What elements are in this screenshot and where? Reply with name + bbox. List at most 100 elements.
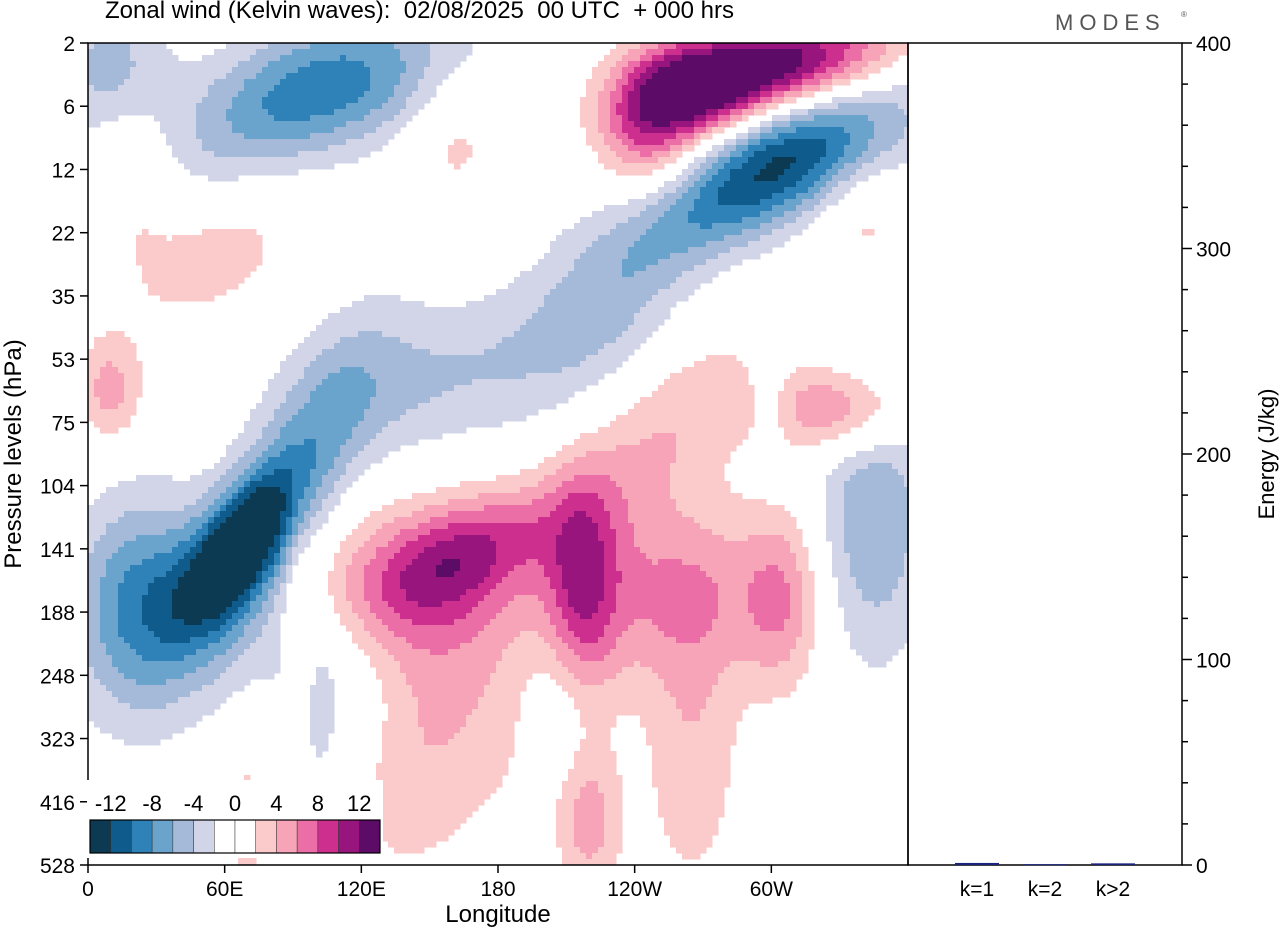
field-cell <box>406 313 413 320</box>
field-cell <box>808 109 815 116</box>
field-cell <box>190 61 197 68</box>
field-cell <box>652 421 659 428</box>
field-cell <box>796 145 803 152</box>
field-cell <box>838 139 845 146</box>
field-cell <box>364 427 371 434</box>
field-cell <box>682 295 689 302</box>
field-cell <box>700 157 707 164</box>
field-cell <box>610 103 617 110</box>
field-cell <box>676 271 683 278</box>
field-cell <box>724 49 731 56</box>
field-cell <box>592 91 599 98</box>
field-cell <box>670 157 677 164</box>
field-cell <box>154 85 161 92</box>
field-cell <box>388 319 395 326</box>
field-cell <box>598 247 605 254</box>
field-cell <box>682 139 689 146</box>
field-cell <box>592 313 599 320</box>
field-cell <box>106 61 113 68</box>
field-cell <box>394 325 401 332</box>
field-cell <box>196 277 203 284</box>
field-cell <box>586 301 593 308</box>
field-cell <box>568 277 575 284</box>
field-cell <box>160 115 167 122</box>
field-cell <box>760 247 767 254</box>
field-cell <box>256 103 263 110</box>
field-cell <box>418 367 425 374</box>
field-cell <box>778 91 785 98</box>
field-cell <box>844 121 851 128</box>
field-cell <box>88 379 95 386</box>
field-cell <box>352 157 359 164</box>
field-cell <box>460 367 467 374</box>
field-cell <box>412 325 419 332</box>
field-cell <box>454 331 461 338</box>
field-cell <box>598 91 605 98</box>
field-cell <box>574 331 581 338</box>
field-cell <box>850 145 857 152</box>
field-cell <box>784 115 791 122</box>
field-cell <box>550 241 557 248</box>
field-cell <box>424 307 431 314</box>
field-cell <box>580 337 587 344</box>
field-cell <box>214 61 221 68</box>
field-cell <box>622 67 629 74</box>
field-cell <box>646 319 653 326</box>
field-cell <box>616 301 623 308</box>
field-cell <box>106 427 113 434</box>
field-cell <box>748 97 755 104</box>
field-cell <box>592 451 599 458</box>
field-cell <box>748 211 755 218</box>
field-cell <box>184 85 191 92</box>
field-cell <box>730 439 737 446</box>
field-cell <box>106 349 113 356</box>
field-cell <box>520 337 527 344</box>
field-cell <box>628 151 635 158</box>
field-cell <box>706 241 713 248</box>
field-cell <box>136 385 143 392</box>
field-cell <box>634 157 641 164</box>
field-cell <box>754 133 761 140</box>
field-cell <box>718 43 725 50</box>
field-cell <box>334 91 341 98</box>
field-cell <box>802 133 809 140</box>
field-cell <box>634 67 641 74</box>
field-cell <box>310 373 317 380</box>
field-cell <box>316 91 323 98</box>
field-cell <box>442 55 449 62</box>
field-cell <box>460 151 467 158</box>
field-cell <box>670 445 677 452</box>
field-cell <box>118 103 125 110</box>
field-cell <box>652 283 659 290</box>
field-cell <box>598 121 605 128</box>
field-cell <box>340 133 347 140</box>
field-cell <box>832 397 839 404</box>
field-cell <box>328 325 335 332</box>
field-cell <box>262 55 269 62</box>
field-cell <box>484 409 491 416</box>
field-cell <box>658 277 665 284</box>
field-cell <box>340 73 347 80</box>
field-cell <box>820 385 827 392</box>
field-cell <box>484 379 491 386</box>
field-cell <box>328 451 335 458</box>
field-cell <box>640 139 647 146</box>
field-cell <box>292 73 299 80</box>
field-cell <box>622 253 629 260</box>
field-cell <box>634 259 641 266</box>
field-cell <box>406 373 413 380</box>
field-cell <box>232 67 239 74</box>
field-cell <box>784 181 791 188</box>
field-cell <box>442 337 449 344</box>
field-cell <box>808 121 815 128</box>
field-cell <box>784 157 791 164</box>
field-cell <box>610 343 617 350</box>
field-cell <box>430 91 437 98</box>
field-cell <box>634 277 641 284</box>
field-cell <box>586 85 593 92</box>
field-cell <box>304 385 311 392</box>
field-cell <box>298 361 305 368</box>
field-cell <box>460 427 467 434</box>
field-cell <box>706 151 713 158</box>
field-cell <box>304 109 311 116</box>
